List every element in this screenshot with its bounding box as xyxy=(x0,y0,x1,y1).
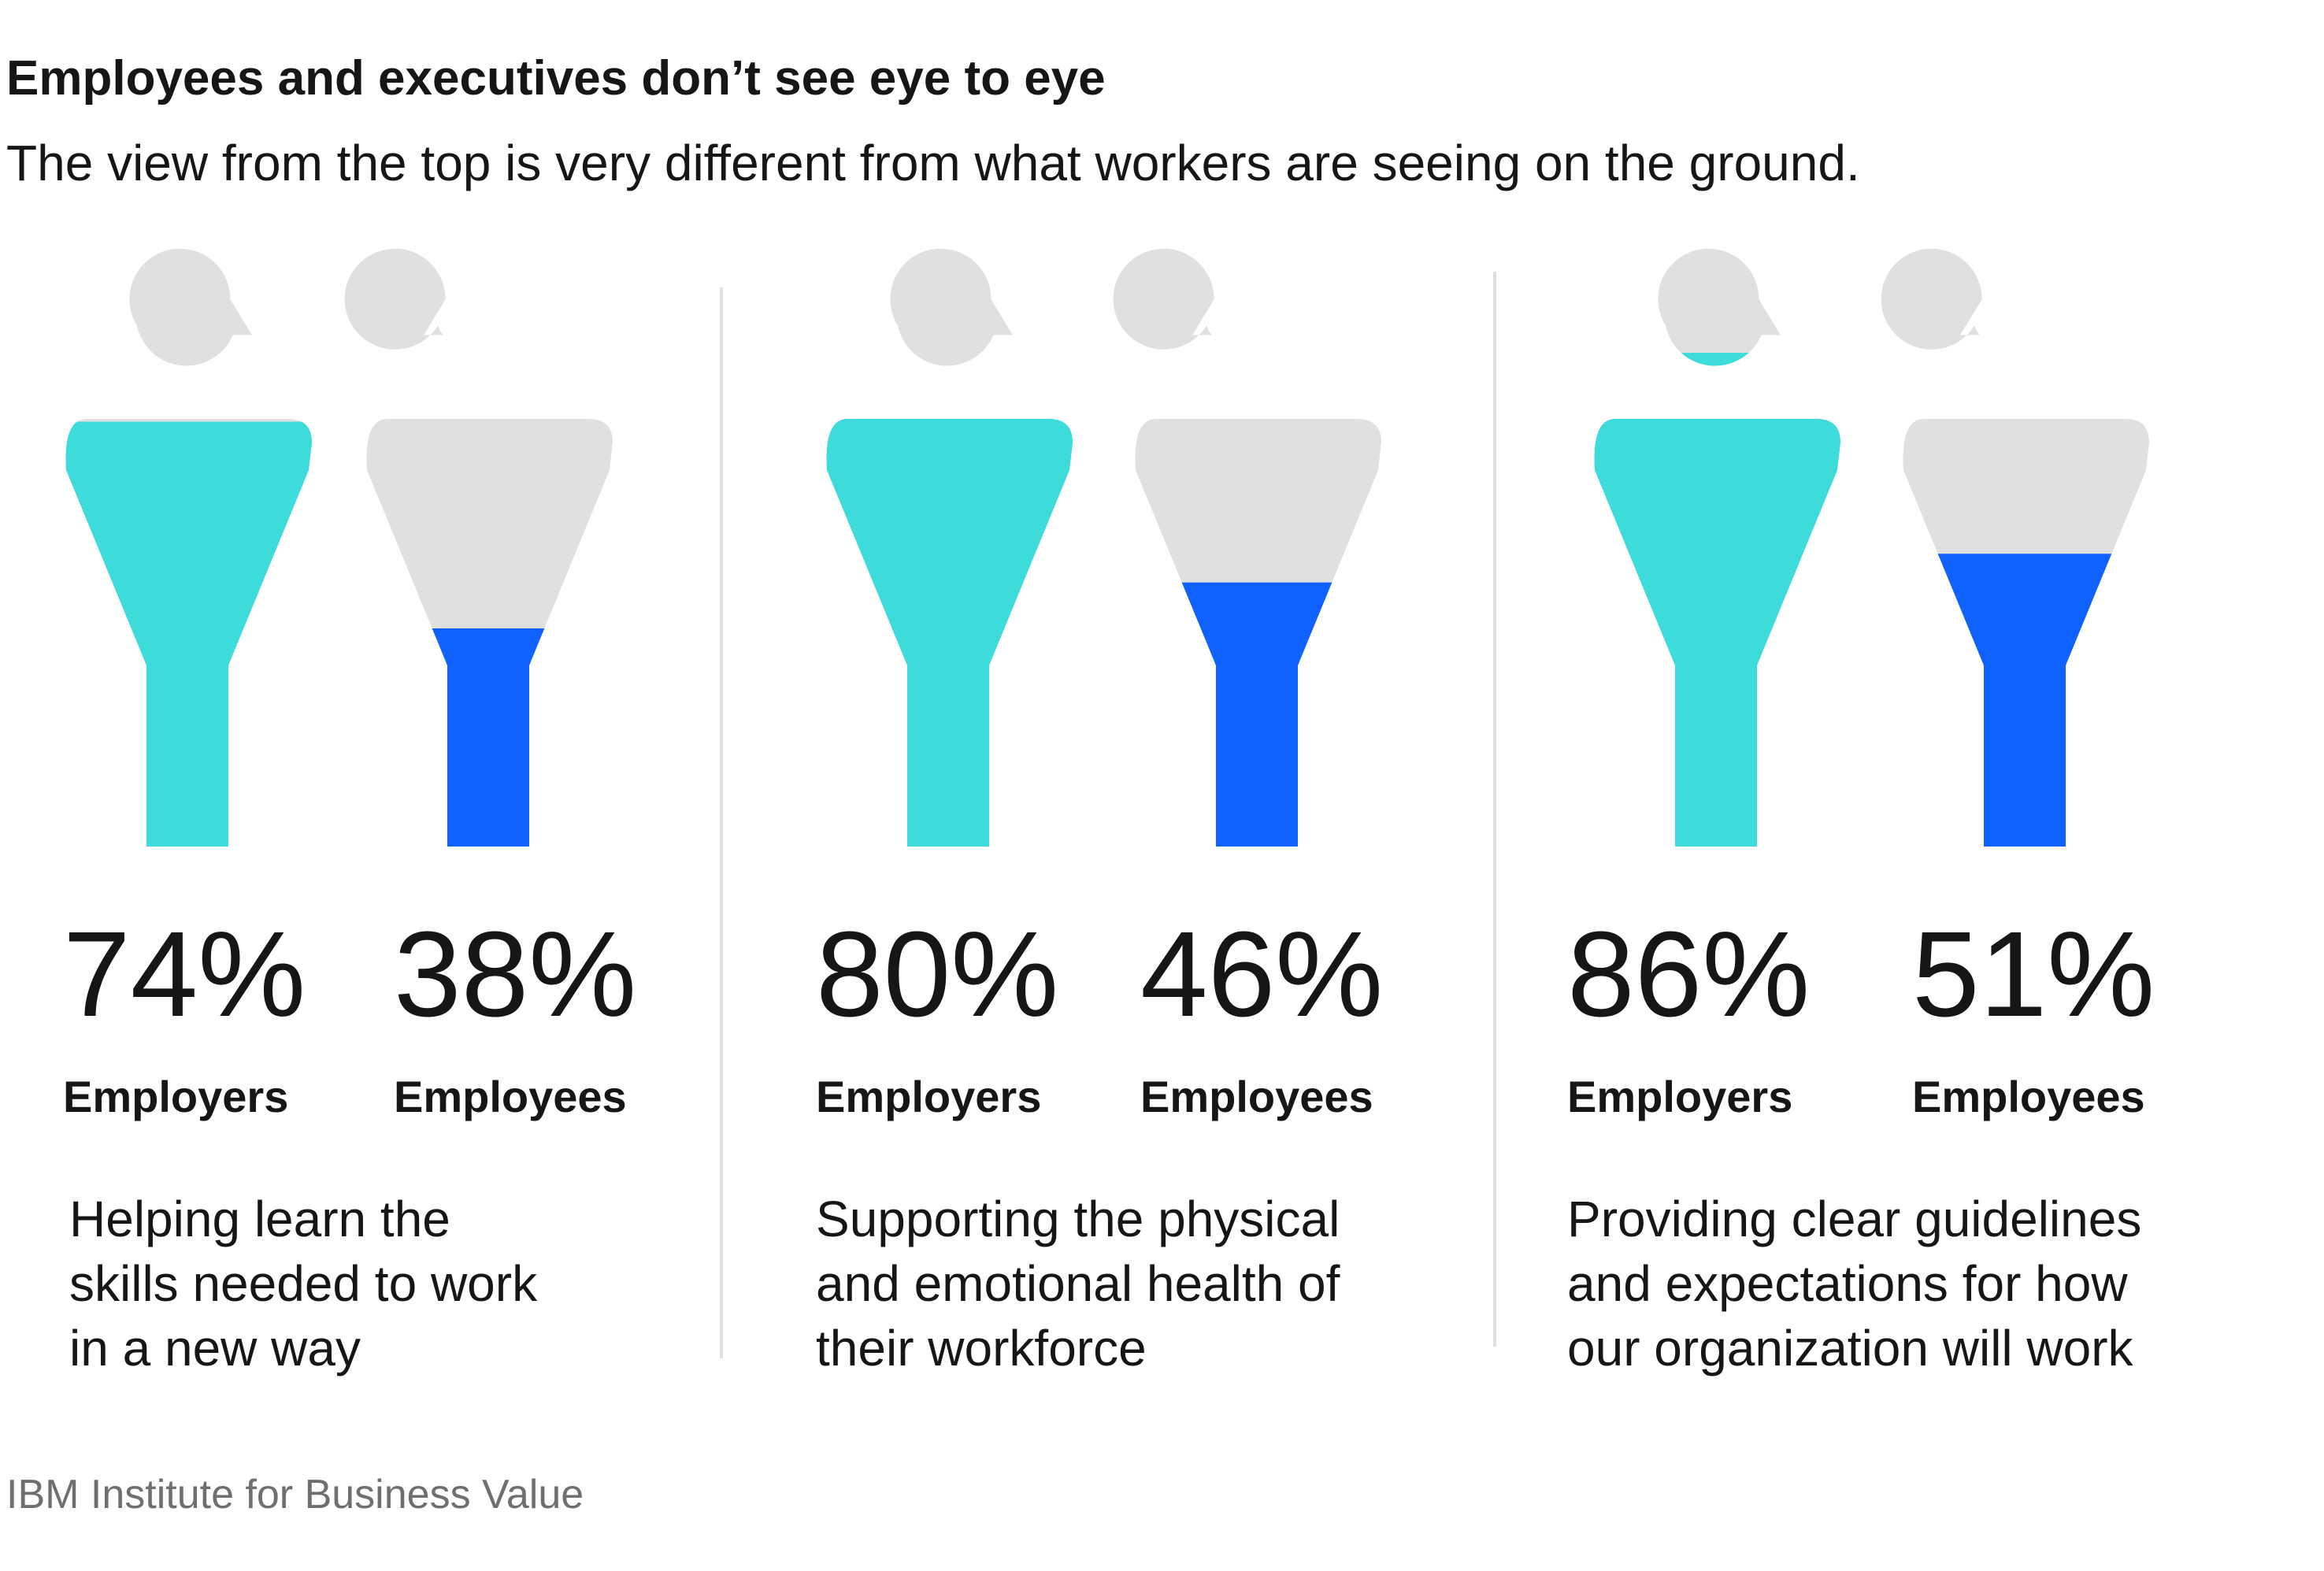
person-figure-employees xyxy=(1113,248,1381,847)
bar-fill-employees xyxy=(1113,582,1381,847)
person-figure-employees xyxy=(344,248,613,847)
percent-label: 51% xyxy=(1912,906,2155,1042)
category-description-line: their workforce xyxy=(816,1320,1147,1376)
percent-label: 80% xyxy=(816,906,1058,1042)
series-label: Employers xyxy=(63,1072,288,1121)
percent-label: 74% xyxy=(63,906,306,1042)
chart-subtitle: The view from the top is very different … xyxy=(6,135,1860,191)
figure-head xyxy=(890,248,1013,366)
bar-fill-employers xyxy=(65,421,312,847)
figure-head xyxy=(344,248,446,350)
percent-label: 38% xyxy=(394,906,636,1042)
bar-fill-employers xyxy=(1594,353,1840,847)
category-description-line: Providing clear guidelines xyxy=(1567,1191,2141,1247)
percent-label: 46% xyxy=(1140,906,1383,1042)
bar-fill-employees xyxy=(1881,554,2149,847)
series-label: Employees xyxy=(1912,1072,2145,1121)
figure-head xyxy=(1113,248,1214,350)
category-description-line: and emotional health of xyxy=(816,1255,1340,1312)
person-figure-employees xyxy=(1881,248,2149,847)
category-description-line: our organization will work xyxy=(1567,1320,2134,1376)
percent-label: 86% xyxy=(1567,906,1810,1042)
category-description-line: in a new way xyxy=(69,1320,361,1376)
figure-head xyxy=(129,248,252,366)
bar-fill-employers xyxy=(826,387,1073,847)
chart-title: Employees and executives don’t see eye t… xyxy=(6,51,1106,106)
figure-head xyxy=(1658,248,1781,366)
person-figure-employers xyxy=(826,248,1073,847)
category-description-line: skills needed to work xyxy=(69,1255,538,1312)
bar-fill-employees xyxy=(344,628,613,847)
series-label: Employees xyxy=(1140,1072,1373,1121)
source-note: IBM Institute for Business Value xyxy=(6,1472,584,1517)
series-label: Employers xyxy=(816,1072,1041,1121)
person-figure-employers xyxy=(1594,248,1840,847)
series-label: Employers xyxy=(1567,1072,1792,1121)
category-description-line: Supporting the physical xyxy=(816,1191,1340,1247)
series-label: Employees xyxy=(394,1072,627,1121)
person-figure-employers xyxy=(65,248,312,847)
category-description-line: Helping learn the xyxy=(69,1191,450,1247)
category-description-line: and expectations for how xyxy=(1567,1255,2128,1312)
figure-head xyxy=(1881,248,1982,350)
